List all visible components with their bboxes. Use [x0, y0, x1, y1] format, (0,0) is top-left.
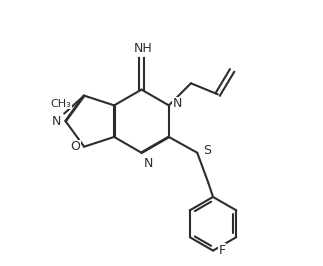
- Text: S: S: [203, 144, 211, 157]
- Text: NH: NH: [134, 42, 152, 55]
- Text: O: O: [70, 140, 80, 153]
- Text: F: F: [219, 244, 226, 257]
- Text: N: N: [172, 97, 182, 110]
- Text: CH₃: CH₃: [51, 99, 71, 109]
- Text: N: N: [144, 156, 153, 169]
- Text: N: N: [51, 115, 61, 128]
